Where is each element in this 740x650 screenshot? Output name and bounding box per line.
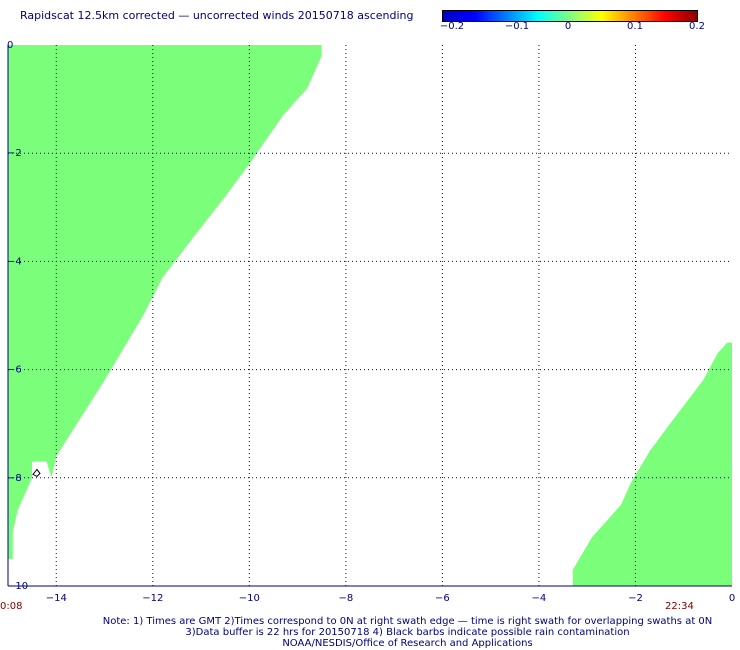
x-tick-label: −12: [142, 593, 163, 604]
note-line-1: Note: 1) Times are GMT 2)Times correspon…: [102, 616, 713, 627]
colorbar-tick-min: −0.2: [439, 21, 465, 32]
note-line-3: NOAA/NESDIS/Office of Research and Appli…: [282, 638, 533, 649]
right-swath: [572, 342, 732, 586]
x-tick-label: −2: [628, 593, 643, 604]
y-tick-label: −2: [7, 148, 22, 159]
end-time: 22:34: [665, 601, 694, 612]
note-line-2: 3)Data buffer is 22 hrs for 20150718 4) …: [185, 627, 630, 638]
x-tick-label: −8: [338, 593, 353, 604]
x-tick-label: 0: [729, 593, 735, 604]
colorbar-tick-zero: 0: [564, 21, 572, 32]
colorbar-tick-low: −0.1: [504, 21, 530, 32]
x-tick-label: −14: [46, 593, 67, 604]
colorbar-tick-high: 0.1: [627, 21, 643, 32]
x-tick-label: −4: [532, 593, 547, 604]
colorbar-tick-max: 0.2: [689, 21, 705, 32]
y-tick-label: −10: [7, 581, 28, 592]
map-title: Rapidscat 12.5km corrected — uncorrected…: [20, 9, 414, 22]
start-time: 0:08: [0, 601, 23, 612]
left-swath: [8, 45, 322, 559]
y-tick-label: −8: [7, 473, 22, 484]
colorbar: [442, 10, 698, 22]
x-tick-label: −10: [239, 593, 260, 604]
x-tick-label: −6: [435, 593, 450, 604]
y-tick-label: 0: [7, 40, 13, 51]
rain-barb: [32, 468, 41, 477]
data-gap: [32, 461, 52, 478]
y-tick-label: −4: [7, 256, 22, 267]
y-tick-label: −6: [7, 365, 22, 376]
